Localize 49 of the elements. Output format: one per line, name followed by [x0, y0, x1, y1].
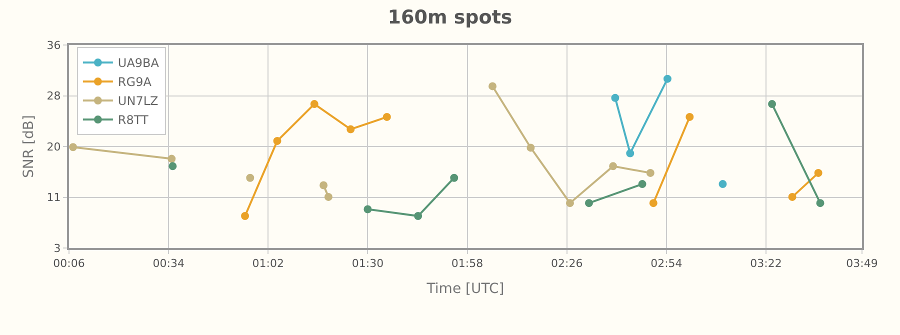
point [626, 149, 634, 158]
point [663, 74, 672, 83]
x-tick-label: 01:30 [352, 257, 384, 270]
x-tick-label: 00:34 [152, 257, 184, 270]
point [788, 192, 796, 201]
point [310, 100, 318, 108]
legend-label: R8TT [118, 113, 150, 128]
x-tick-label: 00:06 [53, 257, 85, 270]
point [320, 181, 328, 190]
point [168, 154, 176, 163]
point [686, 112, 694, 121]
legend-label: UA9BA [118, 56, 160, 70]
point [69, 143, 78, 152]
x-axis-title: Time [UTC] [426, 281, 504, 297]
point [346, 125, 355, 134]
point [649, 199, 658, 208]
point [768, 100, 776, 108]
point [246, 174, 254, 182]
point [526, 144, 535, 152]
point [168, 162, 177, 170]
chart-title: 160m spots [388, 6, 512, 28]
point [241, 212, 250, 220]
point [646, 168, 654, 177]
point [638, 180, 646, 188]
point [609, 162, 618, 170]
x-tick-label: 01:58 [451, 257, 484, 270]
x-tick-label: 01:02 [252, 257, 284, 270]
x-tick-label: 02:26 [550, 257, 583, 270]
point [566, 199, 574, 208]
point [814, 168, 822, 177]
point [611, 94, 620, 102]
y-tick-label: 36 [46, 38, 61, 52]
point [816, 199, 824, 208]
point [488, 82, 497, 90]
point [273, 136, 282, 145]
x-tick-label: 03:49 [846, 257, 878, 270]
y-tick-label: 3 [54, 242, 61, 255]
x-tick-label: 02:54 [650, 257, 682, 270]
y-tick-label: 28 [46, 90, 61, 103]
legend-label: RG9A [118, 75, 152, 90]
point [382, 112, 391, 121]
x-tick-label: 03:22 [750, 257, 782, 270]
y-tick-label: 20 [46, 140, 61, 154]
y-tick-label: 11 [46, 191, 61, 204]
point [324, 192, 332, 201]
point [718, 180, 727, 188]
point [584, 199, 593, 208]
y-axis-title: SNR [dB] [20, 115, 37, 178]
legend-label: UN7LZ [118, 94, 158, 108]
